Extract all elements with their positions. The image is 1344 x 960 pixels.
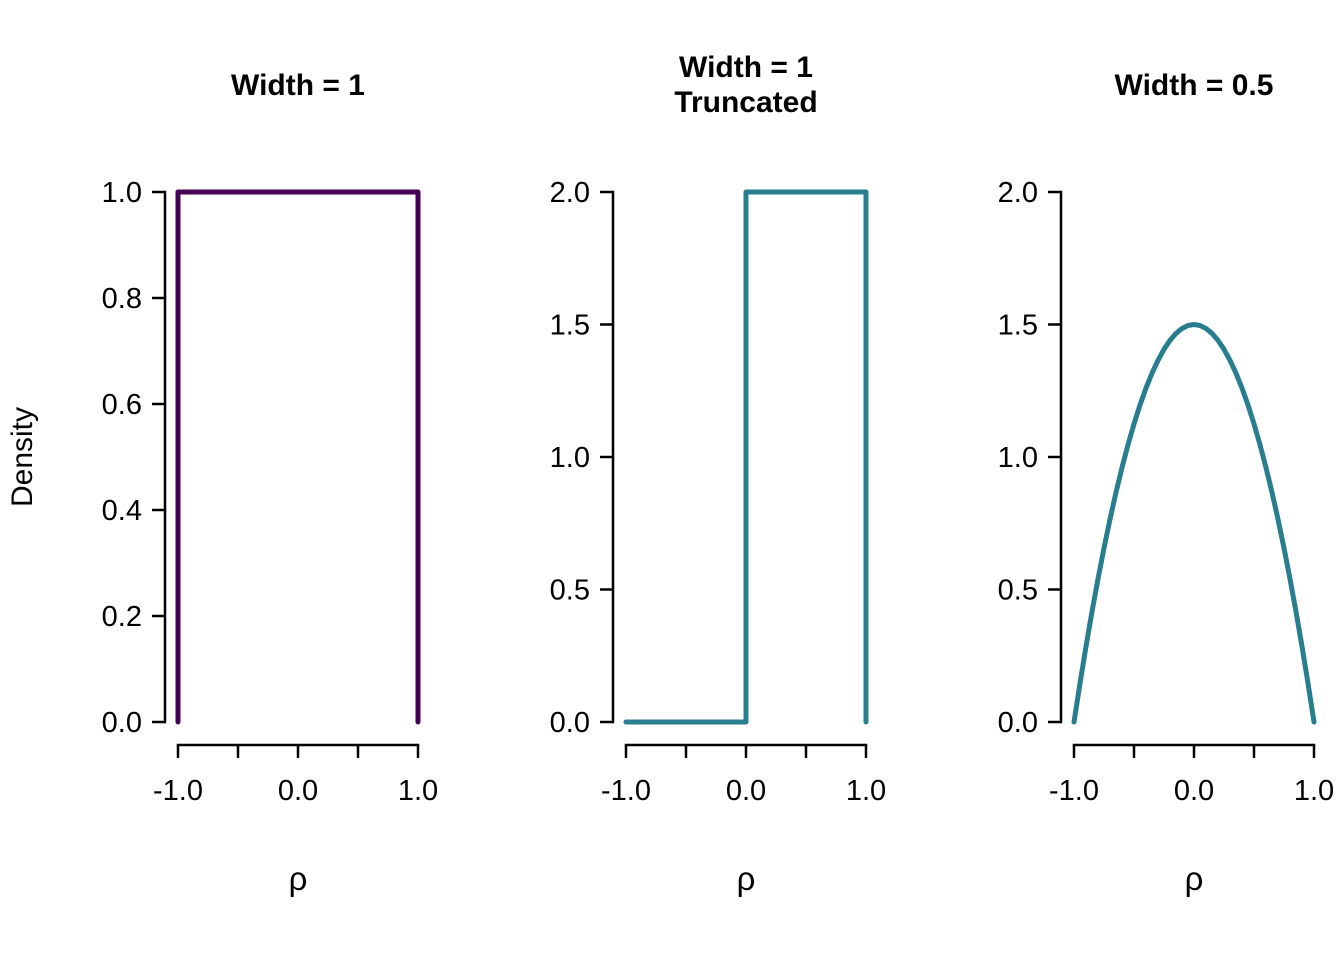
y-tick-label: 1.5 bbox=[998, 310, 1038, 342]
y-tick-label: 1.0 bbox=[998, 442, 1038, 474]
y-tick-label: 0.2 bbox=[102, 601, 142, 633]
y-tick-label: 2.0 bbox=[998, 177, 1038, 209]
x-tick-label: 0.0 bbox=[278, 775, 318, 807]
x-axis-label: ρ bbox=[289, 860, 308, 897]
panel-title: Truncated bbox=[674, 86, 817, 119]
y-tick-label: 0.8 bbox=[102, 283, 142, 315]
plot-svg-uniform-width-1: Width = 1 0.0 0.2 0.4 0.6 0.8 1.0 -1.0 0.0 1.0 ρ De… bbox=[6, 69, 438, 897]
panel-uniform-width-1: Width = 1 0.0 0.2 0.4 0.6 0.8 1.0 -1.0 0.0 1.0 ρ De… bbox=[0, 0, 448, 960]
panel-title: Width = 1 bbox=[231, 69, 365, 102]
y-tick-label: 2.0 bbox=[550, 177, 590, 209]
x-tick-label: 0.0 bbox=[1174, 775, 1214, 807]
x-tick-label: 1.0 bbox=[398, 775, 438, 807]
y-tick-label: 1.5 bbox=[550, 310, 590, 342]
density-curve bbox=[623, 189, 869, 725]
y-tick-label: 0.4 bbox=[102, 495, 142, 527]
panel-title: Width = 0.5 bbox=[1115, 69, 1274, 102]
x-tick-label: -1.0 bbox=[153, 775, 203, 807]
x-tick-label: -1.0 bbox=[601, 775, 651, 807]
panel-truncated-width-1: Width = 1 Truncated 0.0 0.5 1.0 1.5 2.0 -1.0 0.0… bbox=[448, 0, 896, 960]
density-curve bbox=[175, 189, 421, 725]
y-tick-label: 0.6 bbox=[102, 389, 142, 421]
x-tick-label: 1.0 bbox=[1294, 775, 1334, 807]
y-tick-label: 0.5 bbox=[550, 575, 590, 607]
panel-width-0-5: Width = 0.5 0.0 0.5 1.0 1.5 2.0 -1.0 0.0 1.0 ρ bbox=[896, 0, 1344, 960]
x-axis-label: ρ bbox=[1185, 860, 1204, 897]
panel-title: Width = 1 bbox=[679, 51, 813, 84]
y-axis-label: Density bbox=[6, 407, 39, 507]
x-tick-label: -1.0 bbox=[1049, 775, 1099, 807]
x-axis-label: ρ bbox=[737, 860, 756, 897]
y-tick-label: 1.0 bbox=[102, 177, 142, 209]
y-tick-label: 1.0 bbox=[550, 442, 590, 474]
plot-svg-width-0-5: Width = 0.5 0.0 0.5 1.0 1.5 2.0 -1.0 0.0 1.0 ρ bbox=[998, 69, 1334, 897]
y-tick-label: 0.5 bbox=[998, 575, 1038, 607]
x-tick-label: 0.0 bbox=[726, 775, 766, 807]
density-curve bbox=[1071, 322, 1317, 725]
x-tick-label: 1.0 bbox=[846, 775, 886, 807]
y-tick-label: 0.0 bbox=[998, 707, 1038, 739]
y-tick-label: 0.0 bbox=[102, 707, 142, 739]
y-tick-label: 0.0 bbox=[550, 707, 590, 739]
